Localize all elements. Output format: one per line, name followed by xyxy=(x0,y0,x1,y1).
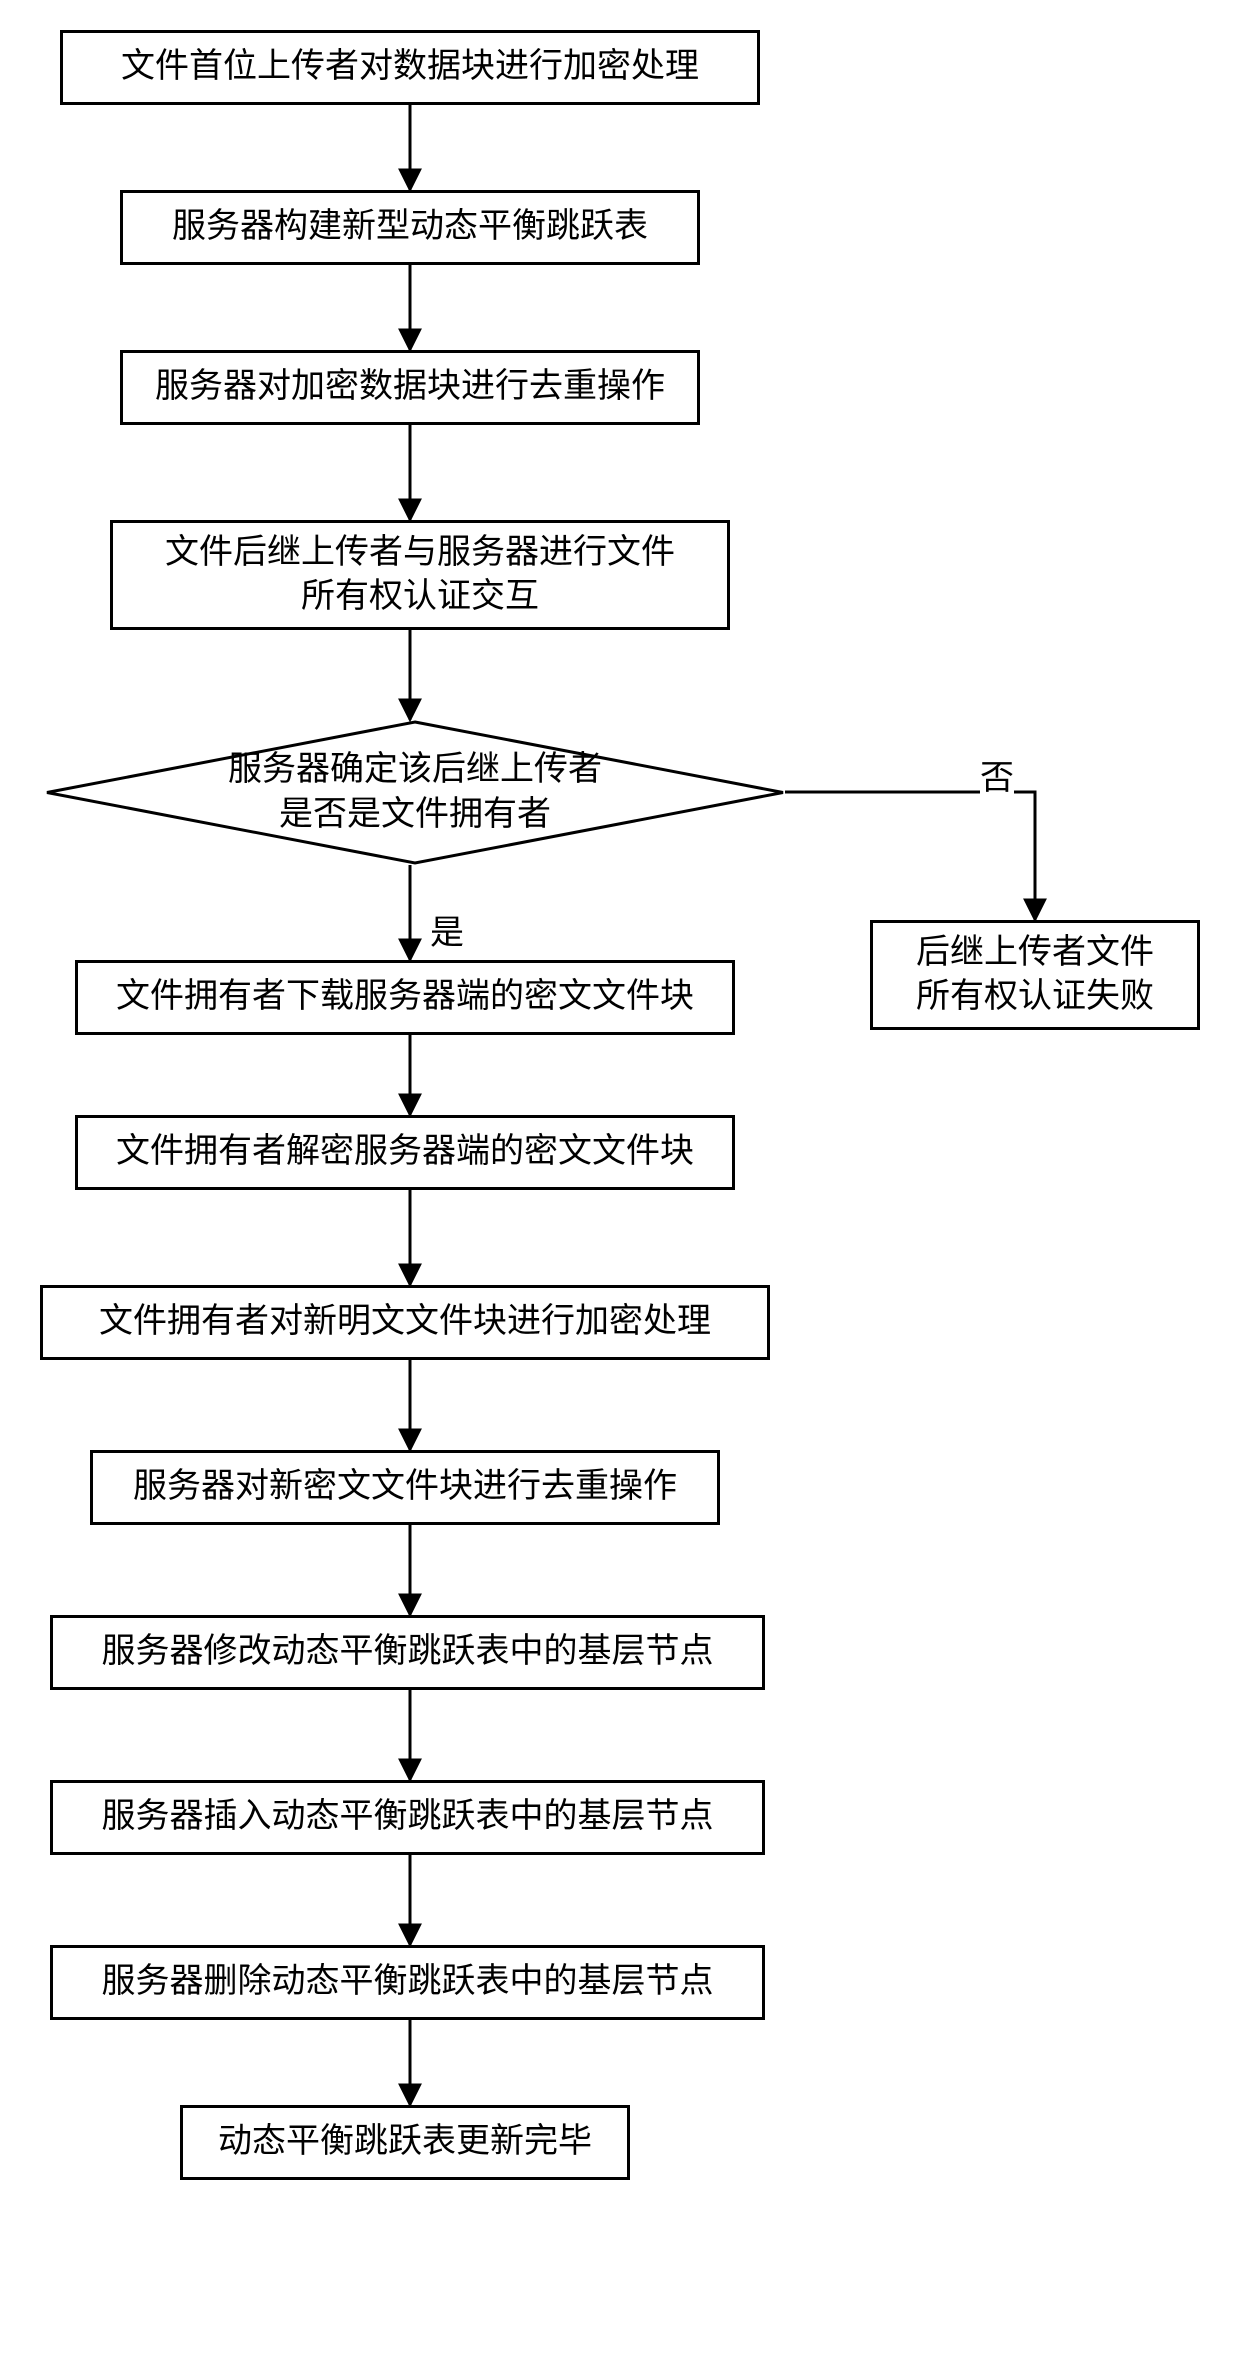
flowchart-node-n8: 服务器对新密文文件块进行去重操作 xyxy=(90,1450,720,1525)
edge-label-d1-nR: 否 xyxy=(980,750,1014,799)
node-label: 文件首位上传者对数据块进行加密处理 xyxy=(121,45,699,89)
node-label: 文件后继上传者与服务器进行文件 所有权认证交互 xyxy=(165,531,675,619)
node-label: 服务器构建新型动态平衡跳跃表 xyxy=(172,205,648,249)
node-label: 服务器插入动态平衡跳跃表中的基层节点 xyxy=(102,1795,714,1839)
flowchart-node-n11: 服务器删除动态平衡跳跃表中的基层节点 xyxy=(50,1945,765,2020)
node-label: 文件拥有者解密服务器端的密文文件块 xyxy=(116,1130,694,1174)
node-label: 服务器删除动态平衡跳跃表中的基层节点 xyxy=(102,1960,714,2004)
edge-d1-nR xyxy=(785,792,1035,920)
node-label: 服务器对新密文文件块进行去重操作 xyxy=(133,1465,677,1509)
node-label: 服务器确定该后继上传者 是否是文件拥有者 xyxy=(45,720,785,865)
node-label: 服务器对加密数据块进行去重操作 xyxy=(155,365,665,409)
flowchart-node-n6: 文件拥有者解密服务器端的密文文件块 xyxy=(75,1115,735,1190)
flowchart-node-n1: 文件首位上传者对数据块进行加密处理 xyxy=(60,30,760,105)
flowchart-canvas: 文件首位上传者对数据块进行加密处理服务器构建新型动态平衡跳跃表服务器对加密数据块… xyxy=(0,0,1240,2374)
flowchart-node-n3: 服务器对加密数据块进行去重操作 xyxy=(120,350,700,425)
flowchart-decision-d1: 服务器确定该后继上传者 是否是文件拥有者 xyxy=(45,720,785,865)
flowchart-node-n7: 文件拥有者对新明文文件块进行加密处理 xyxy=(40,1285,770,1360)
flowchart-node-n12: 动态平衡跳跃表更新完毕 xyxy=(180,2105,630,2180)
flowchart-node-n9: 服务器修改动态平衡跳跃表中的基层节点 xyxy=(50,1615,765,1690)
edge-label-d1-n5: 是 xyxy=(430,905,464,954)
node-label: 服务器修改动态平衡跳跃表中的基层节点 xyxy=(102,1630,714,1674)
node-label: 动态平衡跳跃表更新完毕 xyxy=(218,2120,592,2164)
flowchart-node-n2: 服务器构建新型动态平衡跳跃表 xyxy=(120,190,700,265)
node-label: 文件拥有者对新明文文件块进行加密处理 xyxy=(99,1300,711,1344)
flowchart-node-n10: 服务器插入动态平衡跳跃表中的基层节点 xyxy=(50,1780,765,1855)
flowchart-node-nR: 后继上传者文件 所有权认证失败 xyxy=(870,920,1200,1030)
flowchart-node-n4: 文件后继上传者与服务器进行文件 所有权认证交互 xyxy=(110,520,730,630)
flowchart-node-n5: 文件拥有者下载服务器端的密文文件块 xyxy=(75,960,735,1035)
node-label: 文件拥有者下载服务器端的密文文件块 xyxy=(116,975,694,1019)
node-label: 后继上传者文件 所有权认证失败 xyxy=(916,931,1154,1019)
